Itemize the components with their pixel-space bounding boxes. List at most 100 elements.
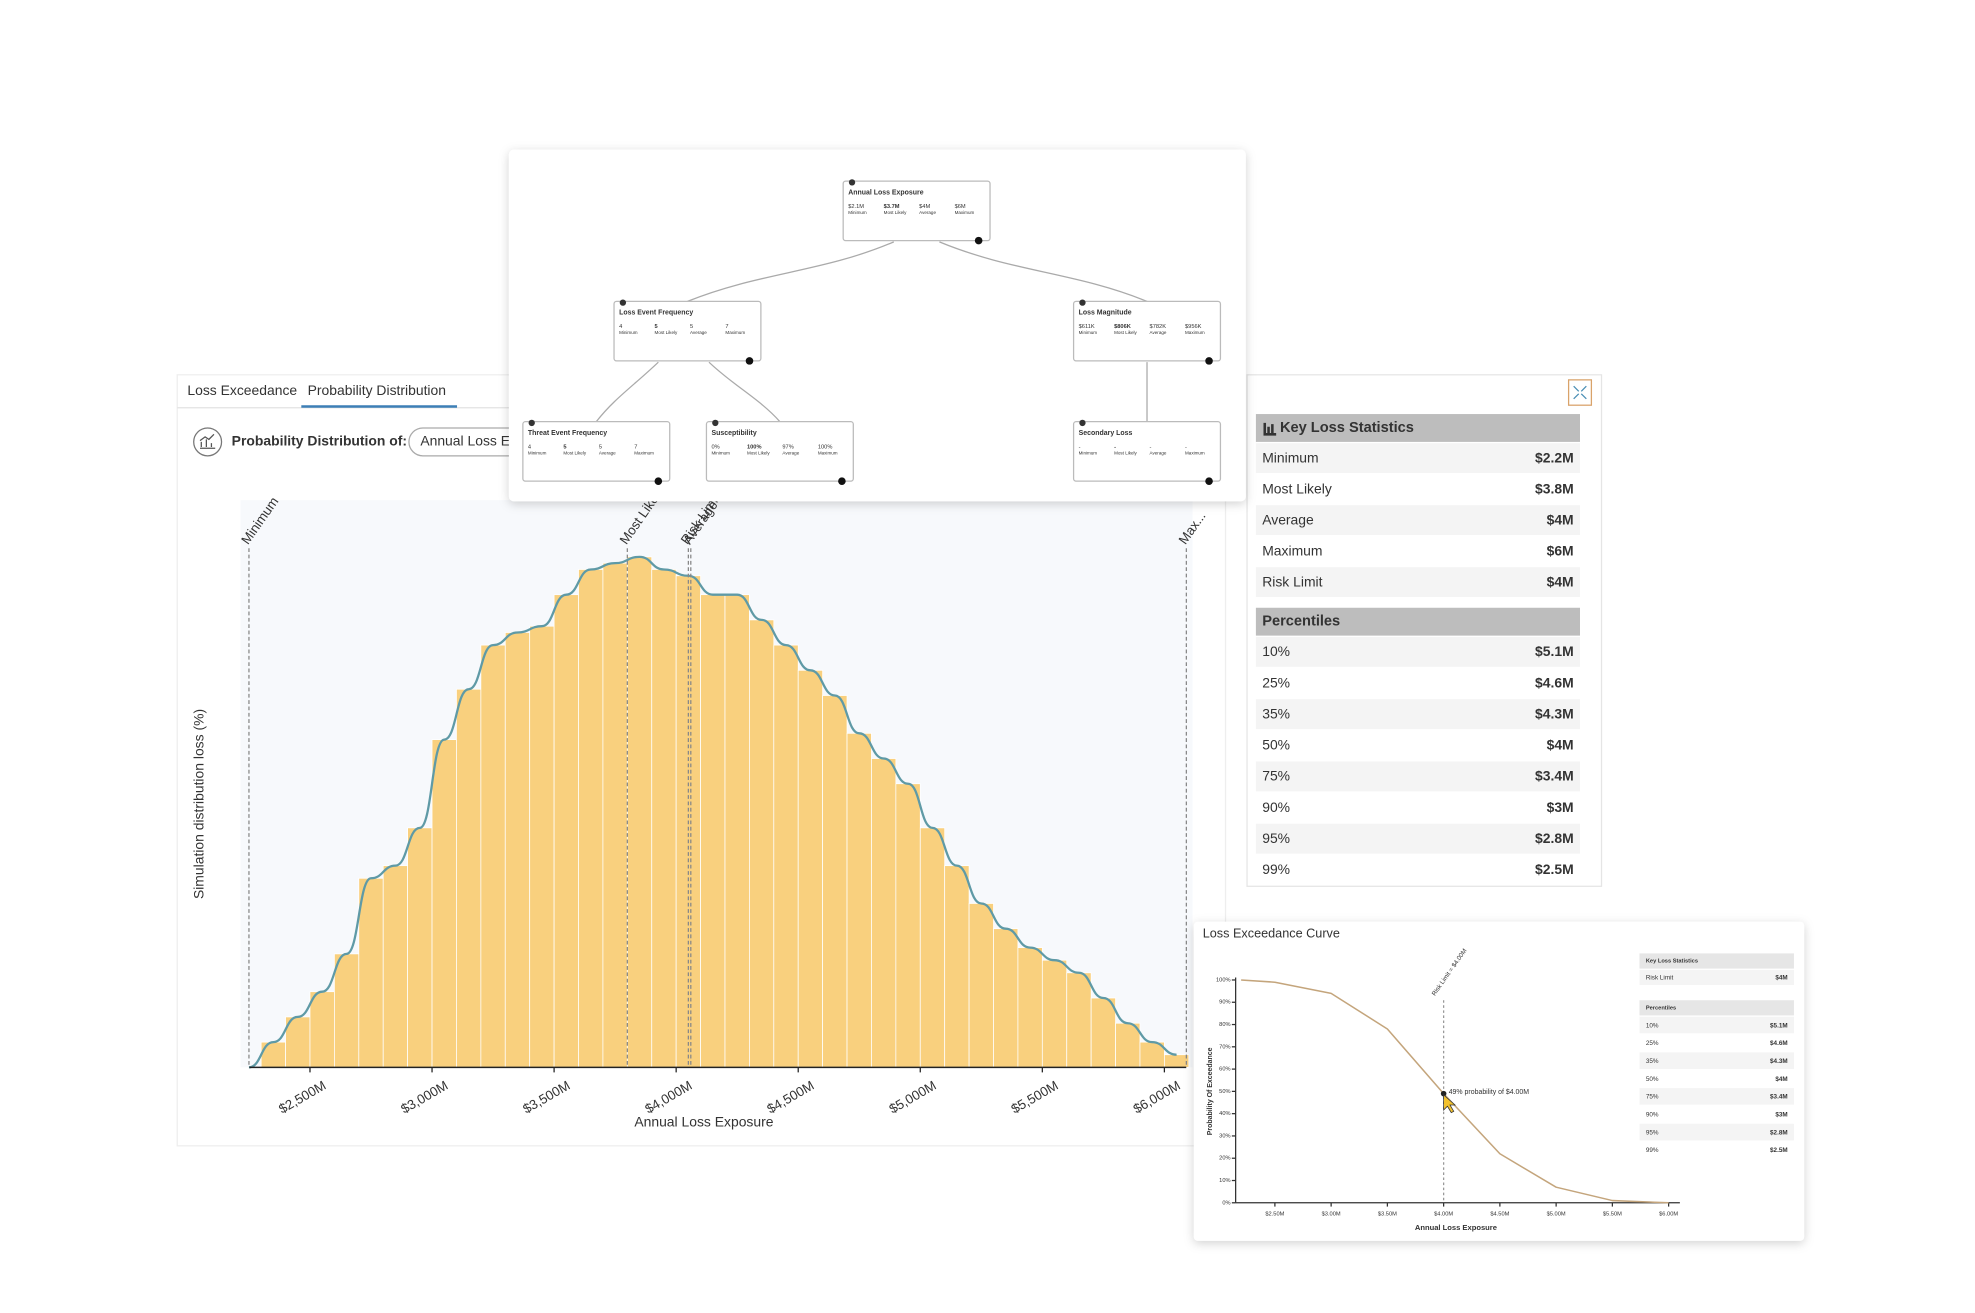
header-icon [1263,422,1277,436]
row-value: $3M [1547,799,1574,815]
node-title: Annual Loss Exposure [848,189,923,196]
node-handle [1079,299,1086,306]
x-tick-label: $3.50M [1378,1212,1397,1218]
x-tick-label: $5.00M [1547,1212,1566,1218]
row-value: $4M [1547,511,1574,527]
x-axis-label: Annual Loss Exposure [1415,1223,1497,1232]
table-row [1255,505,1580,535]
node-stat: $956K [1185,324,1202,330]
node-stat-label: Minimum [848,210,867,215]
table-row [1639,1016,1794,1034]
bar [358,877,384,1068]
row-label: 75% [1262,768,1290,784]
bar [529,625,555,1068]
row-label: Maximum [1262,542,1322,558]
y-tick-label: 10% [1219,1178,1230,1184]
row-value: $3M [1775,1112,1787,1119]
table-row [1255,792,1580,823]
y-tick-label: 20% [1219,1156,1230,1162]
panel-bg [508,149,1246,502]
node-stat: - [1114,444,1116,450]
row-label: Average [1262,511,1314,527]
node-handle [1079,419,1086,427]
histogram: $2,500M $3,000M $3,500M $4,000M $4,500M $5,00… [191,484,1209,1130]
bar [1041,959,1068,1068]
node-stat-label: Average [1150,451,1167,456]
selector-label: Probability Distribution of: [232,433,407,449]
row-value: $2.2M [1535,449,1574,465]
bar [700,594,726,1068]
row-value: $3.8M [1535,480,1574,496]
node-stat-label: Average [782,451,799,456]
table-title: Key Loss Statistics [1646,958,1698,964]
row-value: $6M [1547,542,1574,558]
y-tick-label: 80% [1219,1022,1230,1028]
statistics-panel: Key Loss Statistics Minimum $2.2M Most Like… [1246,374,1603,887]
bar [602,562,628,1068]
y-tick-label: 70% [1219,1044,1230,1050]
node-stat: $4M [919,204,930,210]
node-title: Susceptibility [712,430,757,437]
row-label: Risk Limit [1262,573,1322,589]
node-handle [745,357,754,365]
bar [944,865,970,1068]
y-tick-label: 60% [1219,1067,1230,1073]
node-stat-label: Average [919,210,936,215]
node-stat-label: Maximum [725,330,745,335]
y-tick-label: 90% [1219,1000,1230,1006]
node-stat-label: Maximum [1185,330,1205,335]
row-label: 99% [1646,1147,1659,1154]
node-handle [1205,357,1213,365]
x-tick-label: $3.00M [1322,1212,1341,1218]
node-stat-label: Maximum [818,451,838,456]
annotation-point [1440,1090,1447,1097]
bar [749,619,775,1068]
chart-icon-glyph [199,433,216,449]
row-label: 25% [1646,1040,1659,1047]
node-stat-label: Maximum [634,451,654,456]
node-stat-label: Minimum [1079,330,1098,335]
bar [1115,1022,1141,1068]
node-title: Loss Magnitude [1079,310,1132,317]
y-tick-label: 100% [1216,977,1231,983]
row-value: $3.4M [1535,768,1574,784]
annotation-label: 49% probability of $4.00M [1449,1089,1530,1096]
tree-node [1072,421,1222,482]
table-row [1639,1123,1794,1141]
table-row [1255,536,1580,566]
node-stat: $3.7M [884,204,900,210]
row-label: 99% [1262,861,1290,877]
table-header [1255,607,1580,636]
row-value: $4.3M [1535,705,1574,721]
node-stat: 0% [712,444,720,450]
bar [919,827,946,1068]
node-stat: $6M [955,204,966,210]
x-tick-label: $4.50M [1490,1212,1509,1218]
table-title: Key Loss Statistics [1280,420,1414,436]
node-stat: 7 [634,444,637,450]
node-stat-label: Minimum [1079,451,1098,456]
row-label: Most Likely [1262,480,1332,496]
row-value: $4.6M [1535,674,1574,690]
node-stat: - [1150,444,1152,450]
table-row [1639,1105,1794,1123]
row-label: 90% [1262,799,1290,815]
row-value: $4.6M [1770,1040,1788,1047]
bar [456,688,482,1068]
bar [822,695,848,1068]
tree-node [1072,300,1222,362]
row-value: $4M [1775,1076,1787,1083]
tab[interactable]: Loss Exceedance [187,382,297,398]
row-label: 75% [1646,1094,1659,1101]
x-tick-label: $6.00M [1659,1212,1678,1218]
bar [626,556,653,1068]
node-stat: $2.1M [848,204,864,210]
cursor [1443,1094,1457,1114]
tab-active[interactable]: Probability Distribution [308,382,446,398]
bar [1017,947,1043,1068]
collapse-button[interactable] [1567,379,1593,406]
row-value: $4.3M [1770,1058,1788,1065]
x-tick-label: $5.50M [1603,1212,1622,1218]
node-stat: $611K [1079,324,1095,330]
